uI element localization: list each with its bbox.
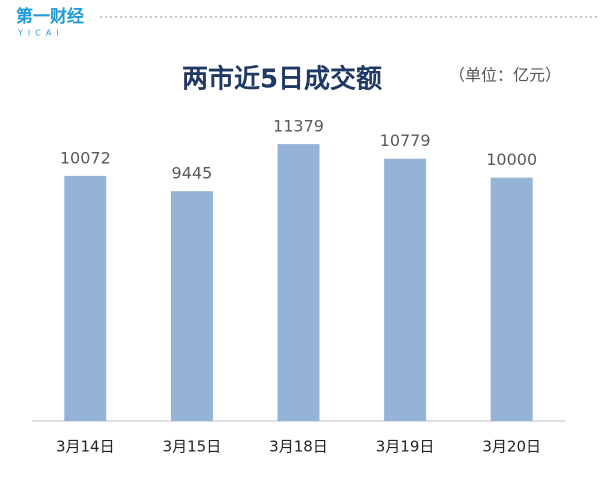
value-label: 11379 [273,117,324,136]
x-tick-label: 3月20日 [482,438,541,456]
bar [170,191,213,421]
value-label: 10072 [60,148,111,167]
value-label: 10779 [380,131,431,150]
chart-title: 两市近5日成交额 [182,64,382,95]
value-label: 10000 [486,150,537,169]
x-tick-label: 3月15日 [163,438,222,456]
bar [490,177,533,421]
x-tick-label: 3月19日 [376,438,435,456]
bar [384,158,427,421]
brand-logo: 第一财经 [16,6,84,27]
bar [64,175,107,421]
brand-sub: YICAI [17,29,64,38]
unit-label: （单位：亿元） [449,66,561,85]
value-label: 9445 [172,164,213,183]
bar [277,144,320,421]
x-tick-label: 3月18日 [269,438,328,456]
x-tick-label: 3月14日 [56,438,115,456]
